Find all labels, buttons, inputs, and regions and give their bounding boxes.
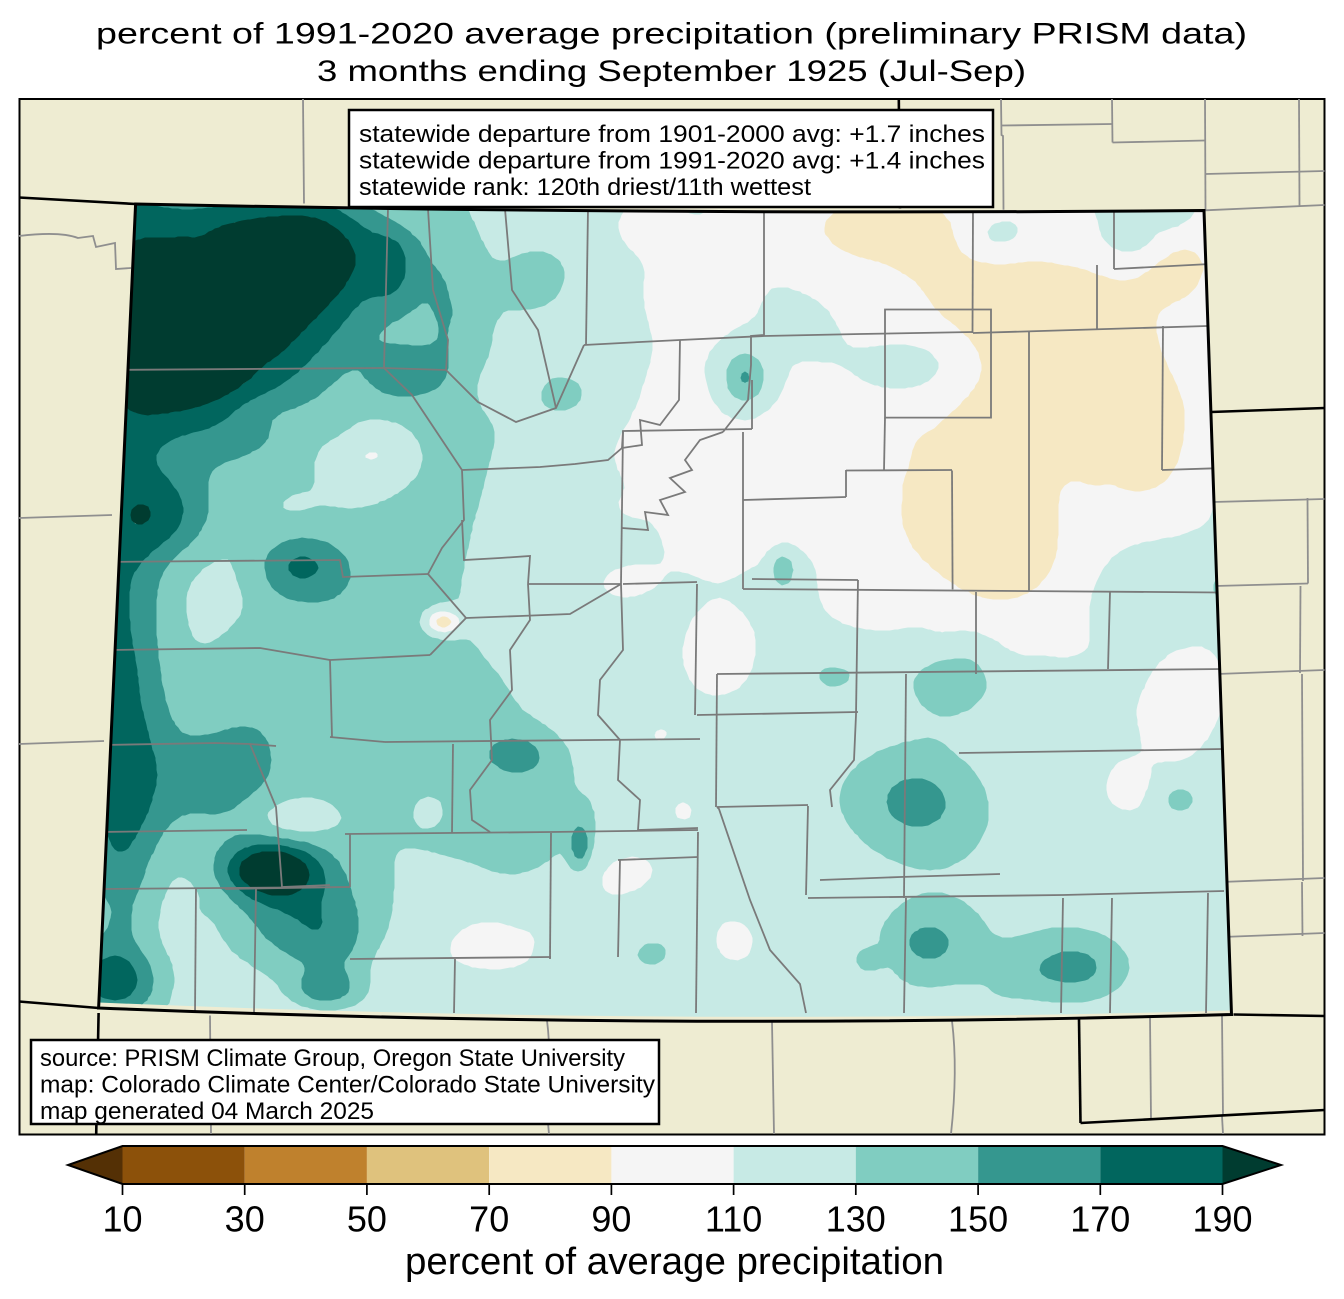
svg-text:statewide departure from 1901-: statewide departure from 1901-2000 avg: … — [359, 121, 985, 148]
svg-text:110: 110 — [705, 1199, 762, 1240]
svg-text:150: 150 — [948, 1199, 1008, 1240]
svg-text:percent of 1991-2020 average p: percent of 1991-2020 average precipitati… — [96, 18, 1247, 51]
svg-text:source: PRISM Climate Group, O: source: PRISM Climate Group, Oregon Stat… — [40, 1045, 626, 1072]
svg-text:70: 70 — [469, 1199, 509, 1240]
svg-text:30: 30 — [225, 1199, 265, 1240]
svg-text:190: 190 — [1192, 1199, 1252, 1240]
svg-text:170: 170 — [1070, 1199, 1130, 1240]
svg-text:50: 50 — [347, 1199, 387, 1240]
svg-text:statewide departure from 1991-: statewide departure from 1991-2020 avg: … — [359, 148, 985, 175]
svg-text:3 months ending September 1925: 3 months ending September 1925 (Jul-Sep) — [317, 55, 1026, 88]
svg-text:130: 130 — [826, 1199, 886, 1240]
svg-text:10: 10 — [102, 1199, 142, 1240]
svg-text:map generated 04 March 2025: map generated 04 March 2025 — [40, 1098, 374, 1125]
svg-text:90: 90 — [591, 1199, 631, 1240]
svg-text:percent of average precipitati: percent of average precipitation — [405, 1241, 944, 1283]
svg-text:statewide rank: 120th driest/1: statewide rank: 120th driest/11th wettes… — [359, 174, 811, 201]
svg-text:map: Colorado Climate Center/C: map: Colorado Climate Center/Colorado St… — [40, 1072, 656, 1099]
